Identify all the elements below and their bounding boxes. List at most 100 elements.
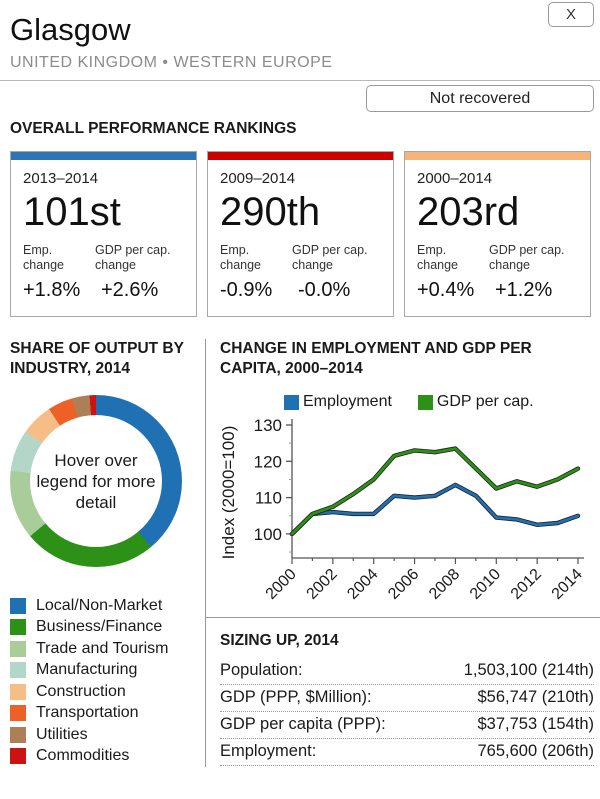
- legend-swatch-icon: [10, 748, 26, 765]
- industry-share-section: SHARE OF OUTPUT BY INDUSTRY, 2014 Hover …: [0, 339, 205, 767]
- svg-text:110: 110: [255, 489, 282, 508]
- industry-donut-chart: Hover over legend for more detail: [10, 395, 182, 567]
- row-label: GDP per capita (PPP):: [220, 715, 386, 733]
- donut-chart-title: SHARE OF OUTPUT BY INDUSTRY, 2014: [10, 340, 184, 377]
- card-period: 2013–2014: [23, 170, 99, 187]
- gdp-change-label: GDP per cap. change: [95, 243, 171, 272]
- table-row-employment: Employment: 765,600 (206th): [220, 739, 594, 766]
- sizing-divider: [206, 617, 600, 618]
- ranking-card-2013-2014: 2013–2014 101st Emp. change GDP per cap.…: [10, 151, 197, 317]
- status-badge[interactable]: Not recovered: [366, 85, 594, 112]
- legend-item-label: Transportation: [36, 704, 139, 722]
- legend-item-business-finance[interactable]: Business/Finance: [10, 617, 197, 639]
- card-period: 2009–2014: [220, 170, 296, 187]
- ranking-card-2009-2014: 2009–2014 290th Emp. change GDP per cap.…: [207, 151, 394, 317]
- card-accent-bar: [11, 152, 196, 160]
- legend-swatch-icon: [10, 597, 26, 614]
- series-label: Employment: [303, 393, 392, 410]
- close-button[interactable]: X: [548, 2, 594, 27]
- gdp-change-label: GDP per cap. change: [292, 243, 368, 272]
- table-row-population: Population: 1,503,100 (214th): [220, 658, 594, 685]
- svg-text:2014: 2014: [549, 566, 586, 603]
- line-chart-title: CHANGE IN EMPLOYMENT AND GDP PER CAPITA,…: [220, 340, 532, 377]
- card-accent-bar: [405, 152, 590, 160]
- legend-swatch-icon: [10, 619, 26, 636]
- legend-item-trade-and-tourism[interactable]: Trade and Tourism: [10, 638, 197, 660]
- legend-item-construction[interactable]: Construction: [10, 681, 197, 703]
- series-label: GDP per cap.: [436, 393, 534, 410]
- svg-text:Index (2000=100): Index (2000=100): [220, 426, 238, 560]
- svg-text:2002: 2002: [303, 566, 340, 603]
- line-chart-legend: Employment GDP per cap.: [284, 393, 594, 411]
- emp-change-label: Emp. change: [23, 243, 65, 272]
- legend-item-local-non-market[interactable]: Local/Non-Market: [10, 595, 197, 617]
- svg-text:2004: 2004: [344, 566, 381, 603]
- svg-text:2006: 2006: [385, 566, 422, 603]
- emp-change-value: +0.4%: [417, 279, 475, 301]
- table-row-gdp-per-capita: GDP per capita (PPP): $37,753 (154th): [220, 712, 594, 739]
- card-accent-bar: [208, 152, 393, 160]
- svg-text:120: 120: [254, 452, 282, 471]
- legend-item-label: Local/Non-Market: [36, 596, 163, 614]
- legend-swatch-icon: [10, 683, 26, 700]
- card-rank: 101st: [23, 190, 121, 234]
- page-subtitle: UNITED KINGDOM • WESTERN EUROPE: [10, 54, 333, 71]
- legend-item-commodities[interactable]: Commodities: [10, 746, 197, 768]
- row-value: $37,753 (154th): [477, 715, 594, 733]
- row-label: Employment:: [220, 742, 317, 760]
- series-swatch-icon: [417, 394, 433, 410]
- page-title: Glasgow: [10, 12, 131, 47]
- legend-swatch-icon: [10, 726, 26, 743]
- ranking-cards: 2013–2014 101st Emp. change GDP per cap.…: [10, 151, 592, 317]
- employment-gdp-line-chart: 100 110 120 130 2000 2002 2004 2006 2008 2010 2012…: [220, 416, 586, 603]
- series-swatch-icon: [284, 394, 299, 410]
- legend-item-transportation[interactable]: Transportation: [10, 703, 197, 725]
- gdp-change-value: -0.0%: [298, 279, 351, 301]
- row-value: 1,503,100 (214th): [463, 661, 594, 679]
- svg-text:2008: 2008: [426, 566, 463, 603]
- gdp-change-label: GDP per cap. change: [489, 243, 565, 272]
- sizing-table: Population: 1,503,100 (214th) GDP (PPP, …: [220, 658, 594, 766]
- emp-change-value: +1.8%: [23, 279, 81, 301]
- row-value: $56,747 (210th): [477, 688, 594, 706]
- chart-legend-gdp-per-cap-: GDP per cap.: [417, 393, 534, 411]
- row-value: 765,600 (206th): [477, 742, 594, 760]
- header: X Glasgow UNITED KINGDOM • WESTERN EUROP…: [0, 0, 600, 112]
- legend-item-manufacturing[interactable]: Manufacturing: [10, 660, 197, 682]
- emp-change-label: Emp. change: [220, 243, 262, 272]
- header-divider: [0, 80, 600, 81]
- emp-change-value: -0.9%: [220, 279, 273, 301]
- table-row-gdp: GDP (PPP, $Million): $56,747 (210th): [220, 685, 594, 712]
- donut-center: Hover over legend for more detail: [30, 415, 162, 547]
- legend-item-label: Trade and Tourism: [36, 639, 169, 657]
- chart-legend-employment: Employment: [284, 393, 392, 411]
- row-label: GDP (PPP, $Million):: [220, 688, 372, 706]
- card-rank: 203rd: [417, 190, 520, 234]
- gdp-change-value: +1.2%: [495, 279, 553, 301]
- card-period: 2000–2014: [417, 170, 493, 187]
- emp-change-label: Emp. change: [417, 243, 459, 272]
- rankings-heading: OVERALL PERFORMANCE RANKINGS: [10, 120, 297, 137]
- legend-item-label: Manufacturing: [36, 661, 138, 679]
- svg-text:2012: 2012: [508, 566, 545, 603]
- sizing-heading: SIZING UP, 2014: [220, 632, 339, 649]
- svg-text:2010: 2010: [467, 566, 504, 603]
- content-columns: SHARE OF OUTPUT BY INDUSTRY, 2014 Hover …: [0, 339, 600, 767]
- legend-item-utilities[interactable]: Utilities: [10, 724, 197, 746]
- donut-hover-note: Hover over legend for more detail: [36, 450, 156, 512]
- svg-text:100: 100: [254, 525, 282, 544]
- svg-text:2000: 2000: [263, 566, 300, 603]
- row-label: Population:: [220, 661, 303, 679]
- svg-text:130: 130: [254, 416, 282, 435]
- legend-item-label: Construction: [36, 682, 126, 700]
- legend-swatch-icon: [10, 640, 26, 657]
- industry-legend: Local/Non-Market Business/Finance Trade an…: [10, 595, 197, 767]
- legend-swatch-icon: [10, 662, 26, 679]
- card-rank: 290th: [220, 190, 321, 234]
- legend-item-label: Business/Finance: [36, 618, 163, 636]
- ranking-card-2000-2014: 2000–2014 203rd Emp. change GDP per cap.…: [404, 151, 591, 317]
- employment-gdp-section: CHANGE IN EMPLOYMENT AND GDP PER CAPITA,…: [205, 339, 600, 767]
- legend-item-label: Commodities: [36, 747, 130, 765]
- legend-swatch-icon: [10, 705, 26, 722]
